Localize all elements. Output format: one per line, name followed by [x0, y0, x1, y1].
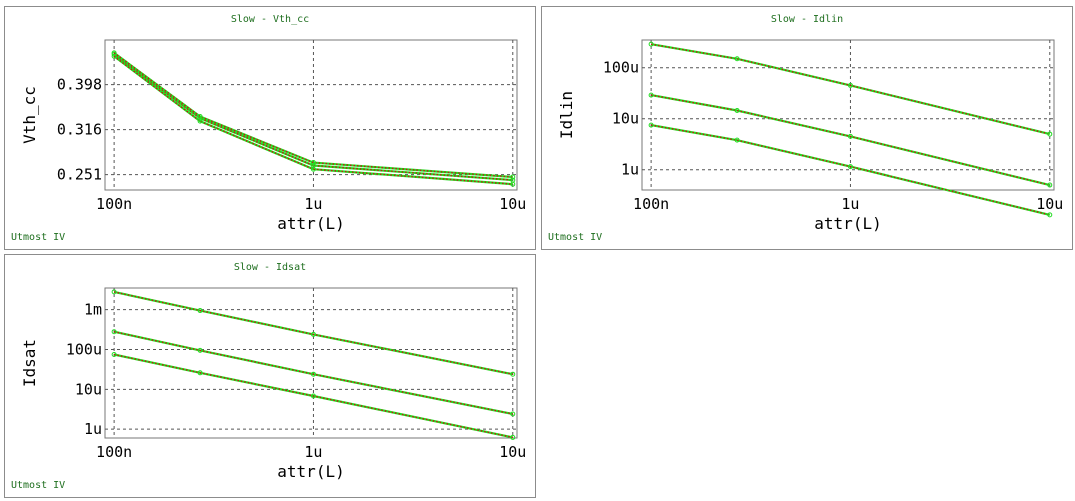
series-dots: [113, 291, 513, 375]
chart-title: Slow - Vth_cc: [230, 14, 310, 25]
data-point: [1047, 182, 1053, 188]
plot-svg: 100n 1u 10u 1u 10u 100u 1m attr(L) Idsat: [20, 287, 526, 481]
chart-panel-vth-cc: Slow - Vth_cc 100n 1u 10u 0.251 0.316 0.398 at…: [4, 6, 536, 250]
data-point: [197, 370, 203, 376]
data-point: [310, 160, 316, 166]
series-line: [650, 43, 1051, 136]
data-point: [510, 434, 516, 440]
x-tick-label: 1u: [304, 443, 322, 461]
data-point: [310, 166, 316, 172]
y-tick-label: 10u: [612, 110, 639, 128]
x-tick-label: 10u: [499, 443, 526, 461]
plot-svg: 100n 1u 10u 0.251 0.316 0.398 attr(L) Vth_cc: [20, 39, 526, 233]
x-tick-label: 1u: [841, 195, 859, 213]
series-dots: [113, 353, 513, 439]
x-tick-label: 100n: [96, 195, 132, 213]
plot-frame: [104, 39, 518, 191]
data-point: [648, 41, 654, 47]
x-tick-label: 1u: [304, 195, 322, 213]
data-point: [847, 164, 853, 170]
data-point: [734, 56, 740, 62]
data-point: [847, 82, 853, 88]
data-point: [111, 351, 117, 357]
data-point: [197, 118, 203, 124]
x-tick-label: 100n: [633, 195, 669, 213]
y-tick-label: 100u: [603, 59, 639, 77]
data-point: [310, 331, 316, 337]
x-axis-label: attr(L): [277, 214, 344, 233]
data-point: [734, 107, 740, 113]
series-dots: [113, 331, 513, 415]
y-tick-label: 1u: [84, 420, 102, 438]
series-line: [650, 94, 1051, 187]
data-point: [510, 181, 516, 187]
data-point: [111, 50, 117, 56]
x-tick-label: 10u: [499, 195, 526, 213]
x-tick-label: 100n: [96, 443, 132, 461]
series-dots: [113, 55, 513, 185]
y-tick-label: 10u: [75, 380, 102, 398]
y-tick-label: 0.398: [57, 76, 102, 94]
data-point: [648, 122, 654, 128]
data-point: [1047, 131, 1053, 137]
data-point: [197, 347, 203, 353]
y-axis-label: Idlin: [557, 91, 576, 139]
data-point: [310, 371, 316, 377]
chart-panel-idsat: Slow - Idsat 100n 1u 10u 1u 10u 100u 1m attr(L)…: [4, 254, 536, 498]
y-axis-label: Idsat: [20, 339, 39, 387]
data-point: [734, 137, 740, 143]
chart-panel-idlin: Slow - Idlin 100n 1u 10u 1u 10u 100u attr(L) Id…: [541, 6, 1073, 250]
data-point: [648, 92, 654, 98]
data-point: [510, 174, 516, 180]
series-dots: [113, 52, 513, 178]
y-tick-label: 100u: [66, 341, 102, 359]
x-axis-label: attr(L): [277, 462, 344, 481]
data-point: [510, 371, 516, 377]
footer-label: Utmost IV: [548, 232, 603, 243]
series-line: [650, 124, 1051, 216]
chart-title: Slow - Idsat: [233, 262, 307, 273]
data-point: [847, 133, 853, 139]
chart-title: Slow - Idlin: [770, 14, 844, 25]
x-tick-label: 10u: [1036, 195, 1063, 213]
footer-label: Utmost IV: [11, 232, 66, 243]
footer-label: Utmost IV: [11, 480, 66, 491]
plot-frame: [641, 39, 1055, 191]
data-point: [111, 289, 117, 295]
data-point: [510, 411, 516, 417]
data-point: [1047, 212, 1053, 218]
series-dots: [113, 53, 513, 181]
data-point: [111, 329, 117, 335]
data-point: [310, 393, 316, 399]
data-point: [197, 308, 203, 314]
y-tick-label: 0.251: [57, 166, 102, 184]
plot-frame: [104, 287, 518, 439]
y-tick-label: 1u: [621, 161, 639, 179]
y-tick-label: 0.316: [57, 121, 102, 139]
y-tick-label: 1m: [84, 301, 102, 319]
data-point: [111, 53, 117, 59]
plot-svg: 100n 1u 10u 1u 10u 100u attr(L) Idlin: [557, 39, 1063, 233]
data-point: [197, 113, 203, 119]
y-axis-label: Vth_cc: [20, 86, 39, 144]
x-axis-label: attr(L): [814, 214, 881, 233]
